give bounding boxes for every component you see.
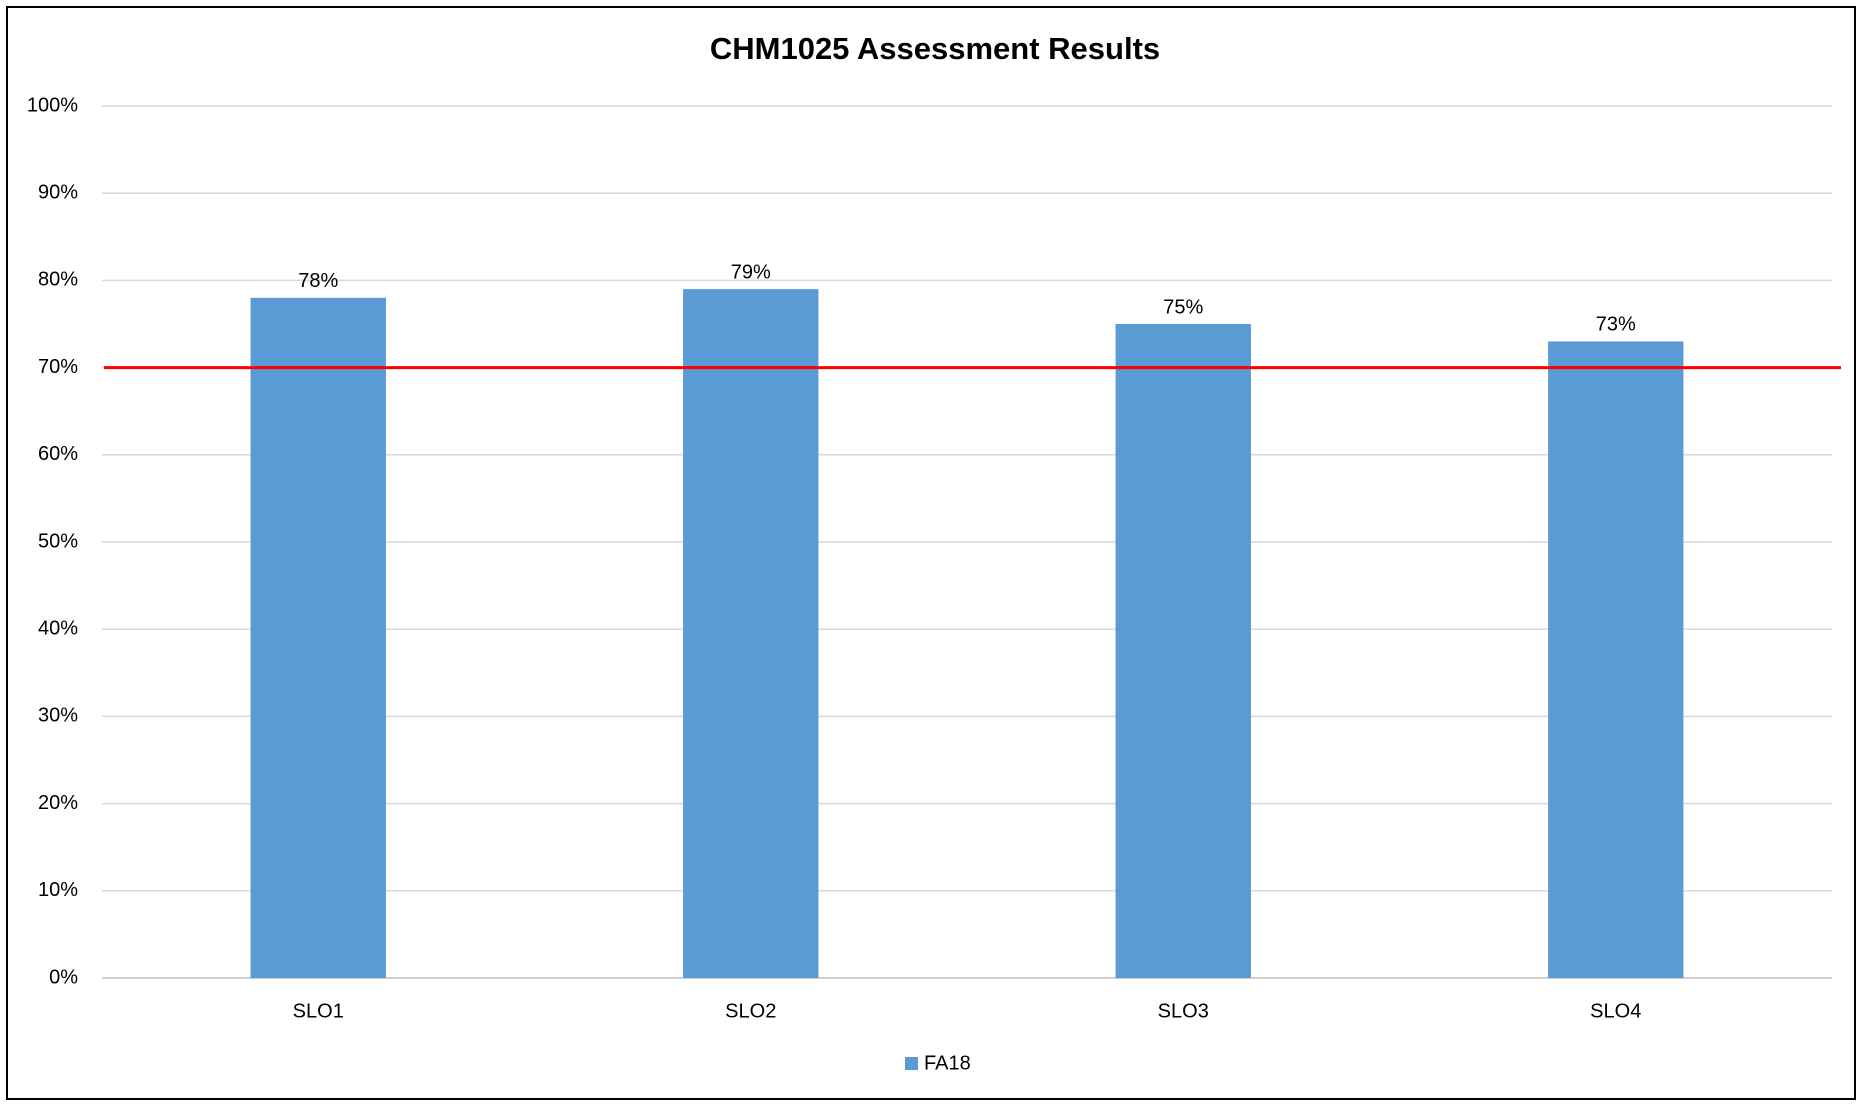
- x-tick-label: SLO3: [1158, 1000, 1209, 1022]
- y-tick-label: 90%: [38, 181, 78, 203]
- legend-swatch: [905, 1057, 918, 1070]
- y-tick-label: 10%: [38, 879, 78, 901]
- x-tick-label: SLO4: [1590, 1000, 1641, 1022]
- data-label: 78%: [298, 270, 338, 292]
- data-label: 79%: [731, 261, 771, 283]
- bar: [1548, 341, 1684, 978]
- y-tick-label: 0%: [49, 966, 78, 988]
- y-tick-label: 70%: [38, 356, 78, 378]
- y-tick-label: 60%: [38, 443, 78, 465]
- data-label: 75%: [1163, 296, 1203, 318]
- y-tick-label: 100%: [27, 94, 78, 116]
- data-label: 73%: [1596, 314, 1636, 336]
- chart-title: CHM1025 Assessment Results: [710, 31, 1160, 66]
- legend-label: FA18: [924, 1052, 971, 1074]
- bar: [250, 297, 386, 979]
- bar: [1115, 324, 1251, 978]
- y-tick-label: 80%: [38, 269, 78, 291]
- y-tick-label: 30%: [38, 705, 78, 727]
- y-tick-label: 40%: [38, 617, 78, 639]
- y-tick-label: 20%: [38, 792, 78, 814]
- x-tick-label: SLO1: [293, 1000, 344, 1022]
- y-tick-label: 50%: [38, 530, 78, 552]
- x-tick-label: SLO2: [725, 1000, 776, 1022]
- bar: [683, 289, 819, 978]
